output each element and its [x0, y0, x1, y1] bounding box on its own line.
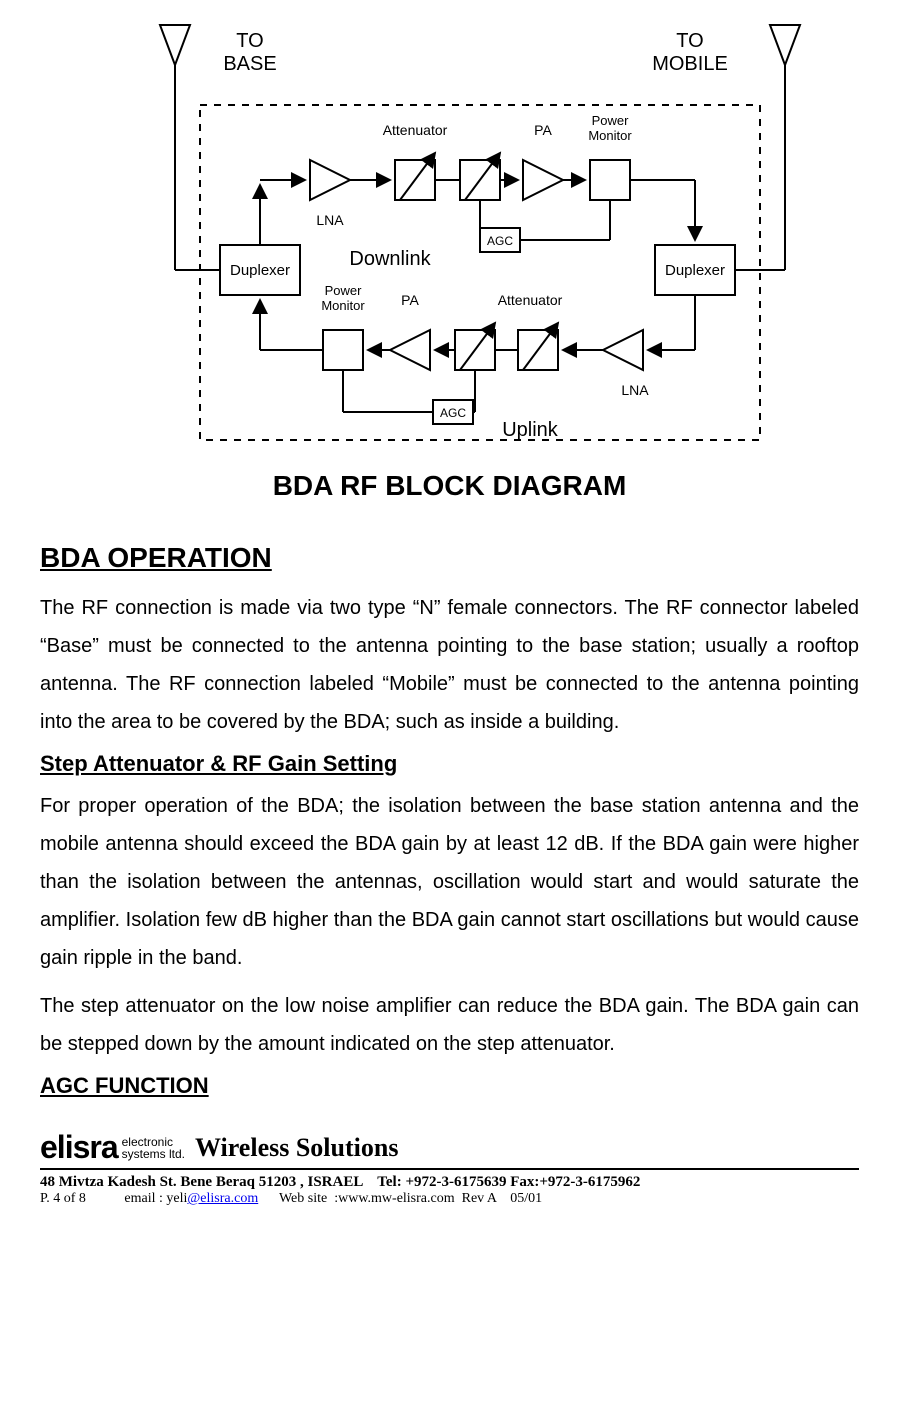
footer-prefix: P. 4 of 8 email : yeli: [40, 1191, 187, 1206]
logo-subtext: electronic systems ltd.: [122, 1136, 185, 1160]
uplink-section-label: Uplink: [502, 419, 559, 441]
uplink-power-monitor-box: [323, 330, 363, 370]
rf-block-diagram: TO BASE TO MOBILE Duplexer Duplexer LNA …: [100, 20, 800, 450]
footer-email-link[interactable]: @elisra.com: [187, 1191, 258, 1206]
duplexer-left-label: Duplexer: [229, 262, 289, 279]
uplink-pm-label2: Monitor: [321, 298, 365, 313]
antenna-left-label1: TO: [236, 30, 263, 52]
footer-address: 48 Mivtza Kadesh St. Bene Beraq 51203 , …: [40, 1174, 859, 1191]
page-footer: elisra electronic systems ltd. Wireless …: [40, 1129, 859, 1207]
footer-suffix: Web site :www.mw-elisra.com Rev A 05/01: [258, 1191, 542, 1206]
paragraph-2: For proper operation of the BDA; the iso…: [40, 787, 859, 977]
antenna-right-icon: [770, 25, 800, 270]
downlink-pm-label2: Monitor: [588, 128, 632, 143]
antenna-right-label1: TO: [676, 30, 703, 52]
uplink-attenuator-label: Attenuator: [497, 292, 562, 308]
duplexer-right-label: Duplexer: [664, 262, 724, 279]
paragraph-1: The RF connection is made via two type “…: [40, 589, 859, 741]
footer-divider: [40, 1168, 859, 1170]
uplink-pa-label: PA: [401, 292, 419, 308]
downlink-attenuator-label: Attenuator: [382, 122, 447, 138]
uplink-lna-label: LNA: [621, 382, 649, 398]
bda-operation-heading: BDA OPERATION: [40, 542, 859, 574]
uplink-pm-label1: Power: [324, 283, 362, 298]
diagram-svg: TO BASE TO MOBILE Duplexer Duplexer LNA …: [100, 20, 820, 450]
downlink-pm-label1: Power: [591, 113, 629, 128]
logo-main: elisra: [40, 1129, 118, 1166]
downlink-lna-label: LNA: [316, 212, 344, 228]
antenna-left-icon: [160, 25, 190, 270]
downlink-pa-label: PA: [534, 122, 552, 138]
downlink-agc-label: AGC: [486, 234, 512, 248]
downlink-power-monitor-box: [590, 160, 630, 200]
uplink-lna-icon: [603, 330, 643, 370]
agc-function-heading: AGC FUNCTION: [40, 1073, 859, 1099]
antenna-right-label2: MOBILE: [652, 53, 728, 75]
footer-page-info: P. 4 of 8 email : yeli@elisra.com Web si…: [40, 1191, 859, 1207]
downlink-pa-icon: [523, 160, 563, 200]
uplink-agc-label: AGC: [439, 406, 465, 420]
step-attenuator-heading: Step Attenuator & RF Gain Setting: [40, 751, 859, 777]
wireless-solutions-text: Wireless Solutions: [195, 1133, 398, 1163]
diagram-title: BDA RF BLOCK DIAGRAM: [40, 470, 859, 502]
uplink-pa-icon: [390, 330, 430, 370]
logo-sub-line2: systems ltd.: [122, 1148, 185, 1160]
paragraph-3: The step attenuator on the low noise amp…: [40, 987, 859, 1063]
downlink-lna-icon: [310, 160, 350, 200]
logo-sub-line1: electronic: [122, 1136, 185, 1148]
footer-logo-line: elisra electronic systems ltd. Wireless …: [40, 1129, 859, 1166]
antenna-left-label2: BASE: [223, 53, 276, 75]
downlink-section-label: Downlink: [349, 248, 431, 270]
